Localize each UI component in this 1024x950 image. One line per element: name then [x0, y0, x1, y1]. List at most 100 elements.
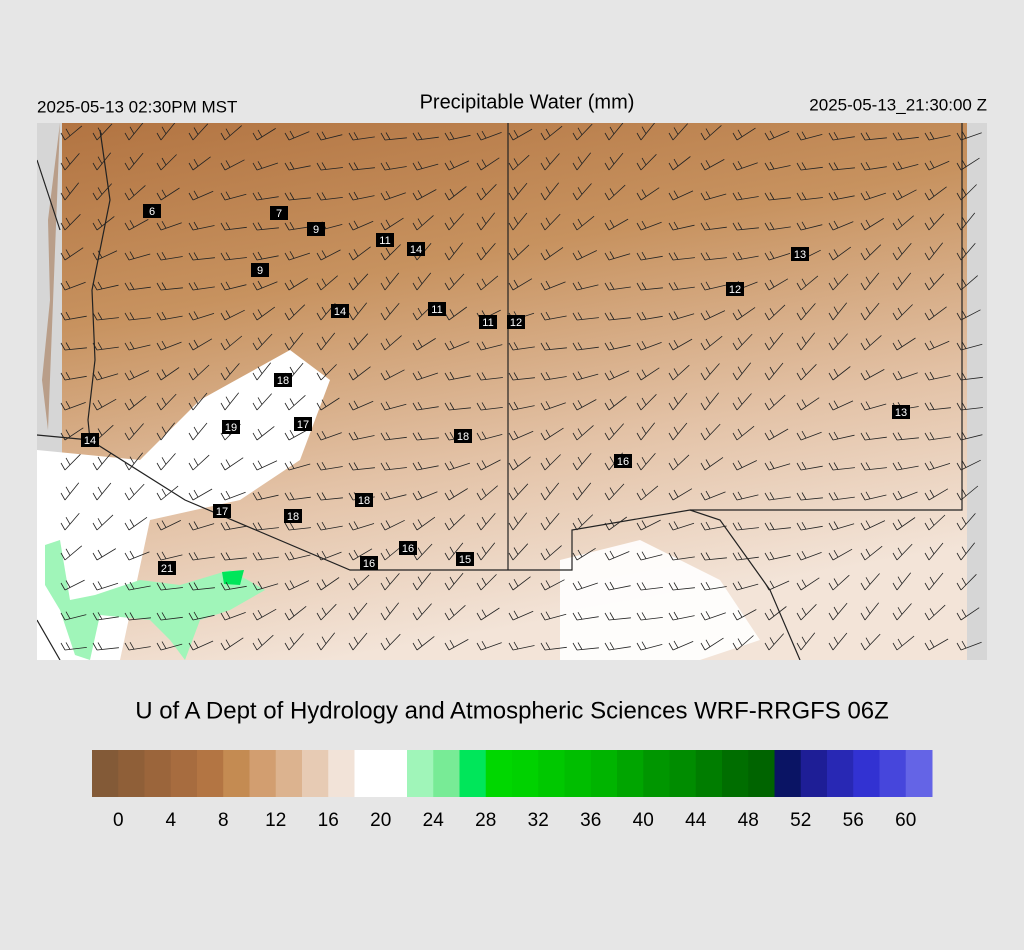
- wind-barb: [188, 311, 215, 321]
- wind-barb: [540, 372, 567, 381]
- station: 15: [456, 552, 474, 566]
- wind-barb: [924, 461, 951, 471]
- wind-barb: [252, 362, 272, 381]
- wind-barb: [284, 551, 311, 561]
- wind-barb: [604, 341, 631, 351]
- valid-time-local: 2025-05-13 02:30PM MST: [37, 97, 237, 116]
- wind-barb: [892, 215, 914, 231]
- wind-barb: [732, 425, 755, 441]
- wind-barb: [604, 251, 631, 261]
- wind-barb: [252, 306, 276, 321]
- wind-barb: [828, 162, 855, 171]
- wind-barb: [284, 278, 308, 291]
- wind-barb: [924, 371, 951, 381]
- wind-barb: [668, 221, 695, 231]
- wind-barb: [764, 362, 784, 381]
- station-box: [376, 233, 394, 247]
- wind-barb: [732, 161, 758, 171]
- wind-barb: [572, 312, 599, 321]
- wind-barb: [188, 422, 208, 441]
- wind-barb: [700, 252, 727, 261]
- wind-barb: [60, 125, 83, 141]
- station: 21: [158, 561, 176, 575]
- wind-barb: [796, 461, 823, 471]
- station-value: 6: [149, 206, 155, 218]
- colorbar-box: [302, 750, 329, 797]
- wind-barb: [924, 572, 944, 591]
- map-title: Precipitable Water (mm): [420, 91, 635, 113]
- colorbar-tick-label: 40: [633, 810, 654, 831]
- wind-barb: [732, 491, 759, 501]
- wind-barb: [764, 130, 790, 141]
- wind-barb: [444, 213, 464, 231]
- wind-barb: [188, 521, 215, 531]
- wind-barb: [764, 222, 791, 231]
- wind-barb: [540, 482, 560, 501]
- wind-barb: [412, 490, 438, 501]
- wind-barb: [636, 582, 663, 591]
- station-box: [294, 417, 312, 431]
- station: 11: [479, 315, 497, 329]
- wind-barb: [732, 522, 759, 531]
- station-box: [399, 541, 417, 555]
- wind-barb: [380, 462, 407, 471]
- wind-barb: [828, 602, 848, 621]
- wind-barb: [476, 542, 496, 561]
- wind-barb: [700, 363, 720, 381]
- wind-barb: [220, 309, 245, 321]
- wind-barb: [700, 281, 727, 291]
- wind-barb: [636, 367, 660, 381]
- wind-barb: [636, 453, 656, 471]
- wind-barb: [316, 492, 343, 501]
- colorbar-box: [905, 750, 933, 797]
- wind-barb: [476, 431, 503, 441]
- wind-barb: [892, 132, 919, 141]
- wind-barb: [476, 641, 502, 651]
- wind-barb: [956, 485, 979, 501]
- wind-barb: [220, 637, 244, 651]
- wind-barb: [252, 128, 276, 141]
- wind-barb: [668, 454, 690, 471]
- wind-barb: [828, 548, 853, 561]
- wind-barb: [636, 612, 663, 621]
- wind-barb: [284, 332, 304, 351]
- wind-barb: [604, 123, 624, 141]
- wind-barb: [828, 521, 855, 531]
- wind-barb: [124, 312, 151, 321]
- wind-barb: [572, 281, 599, 291]
- station-box: [143, 204, 161, 218]
- wind-barb: [924, 402, 951, 411]
- wind-barb: [956, 131, 982, 141]
- wind-barb: [348, 548, 373, 561]
- wind-barb: [732, 222, 759, 231]
- wind-barb: [188, 364, 210, 381]
- wind-barb: [636, 394, 657, 411]
- wind-barb: [732, 333, 753, 351]
- wind-barb: [892, 461, 919, 471]
- wind-barb: [60, 427, 84, 441]
- wind-barb: [924, 213, 945, 231]
- wind-barb: [188, 338, 213, 351]
- wind-barb: [348, 521, 375, 531]
- colorbar-box: [695, 750, 723, 797]
- wind-barb: [796, 604, 817, 621]
- wind-barb: [796, 332, 816, 351]
- station-box: [456, 552, 474, 566]
- wind-barb: [92, 548, 117, 561]
- wind-barb: [892, 603, 912, 621]
- station-value: 7: [276, 208, 282, 220]
- wind-barb: [828, 632, 848, 651]
- wind-barb: [476, 459, 501, 471]
- wind-barb: [348, 273, 369, 291]
- wind-barb: [508, 342, 535, 351]
- wind-barb: [604, 218, 629, 231]
- wind-barb: [476, 513, 496, 531]
- wind-barb: [700, 457, 724, 471]
- colorbar-box: [275, 750, 303, 797]
- station-value: 12: [729, 284, 741, 296]
- station-value: 9: [313, 224, 319, 236]
- station: 16: [360, 556, 378, 570]
- wind-barb: [124, 483, 145, 501]
- station: 18: [284, 509, 302, 523]
- station-value: 19: [225, 422, 237, 434]
